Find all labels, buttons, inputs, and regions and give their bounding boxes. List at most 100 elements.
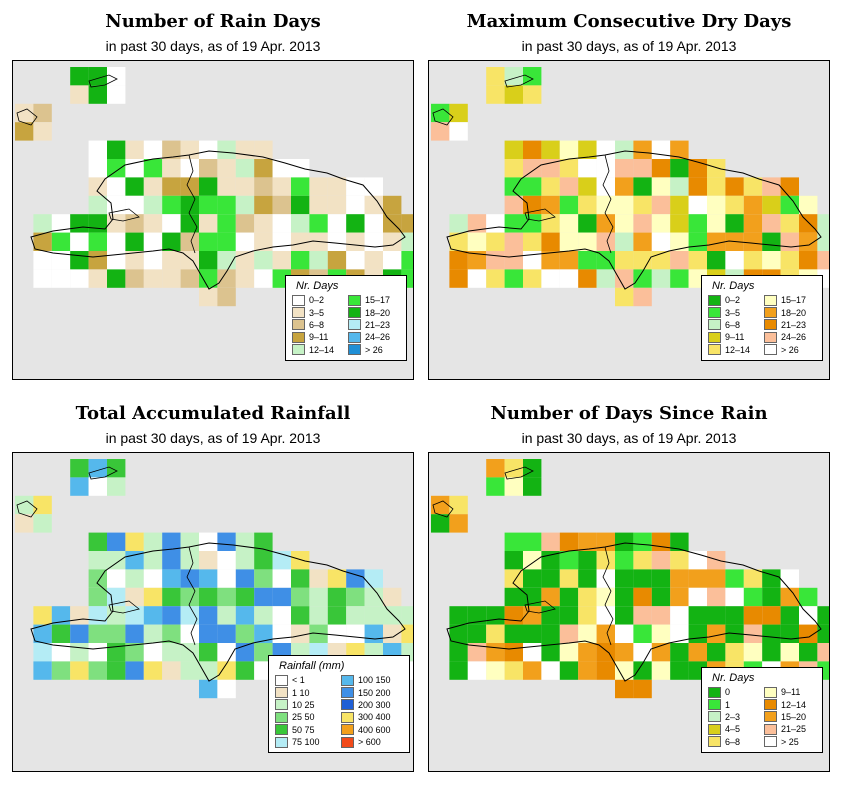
coastline [446,150,822,290]
grid-cell [486,232,505,251]
grid-cell [254,551,273,570]
grid-cell [199,587,218,607]
grid-cell [670,177,689,196]
grid-cell [596,569,615,588]
grid-cell [125,269,144,288]
grid-cell [107,661,126,680]
grid-cell [309,214,328,233]
grid-cell [51,624,71,643]
island-outline [524,208,556,222]
grid-cell [254,532,273,551]
grid-cell [217,232,236,251]
grid-cell [364,195,383,215]
grid-cell [33,606,52,625]
grid-cell [578,624,597,643]
grid-cell [633,140,652,159]
grid-cell [199,551,218,570]
grid-cell [88,624,107,643]
grid-cell [162,606,181,625]
grid-cell [688,195,707,215]
legend-label: 0–2 [309,295,325,306]
map-legend: Nr. Days 0 9–11 1 12–14 2–3 15–20 4–5 21–25 6–8 >… [701,667,823,753]
legend-label: 2–3 [725,711,741,722]
grid-cell [633,551,652,570]
grid-cell [633,177,652,196]
grid-cell [541,251,560,270]
grid-cell [670,532,689,551]
grid-cell [651,140,671,159]
island-outline [432,108,454,126]
grid-cell [541,624,560,643]
grid-cell [523,67,542,86]
grid-cell [217,624,236,643]
grid-cell [449,232,468,251]
grid-cell [431,103,450,123]
grid-cell [780,624,799,643]
legend-item: 9–11 [708,331,760,343]
map-frame: Nr. Days 0 9–11 1 12–14 2–3 15–20 4–5 21–25 6–8 >… [428,452,830,772]
grid-cell [272,606,291,625]
grid-cell [541,587,560,607]
legend-label: 24–26 [781,332,807,343]
grid-cell [651,569,671,588]
grid-cell [15,103,34,123]
grid-cell [504,214,523,233]
grid-cell [291,214,310,233]
grid-cell [615,214,634,233]
grid-cell [633,661,652,680]
legend-swatch [708,294,721,306]
panel-subtitle: in past 30 days, as of 19 Apr. 2013 [521,38,737,54]
grid-cell [504,251,523,270]
grid-cell [486,643,505,662]
grid-cell [235,551,255,570]
grid-cell [743,195,763,215]
grid-cell [143,643,163,662]
grid-cell [235,214,255,233]
grid-cell [199,214,218,233]
grid-cell [559,159,579,178]
grid-cell [272,624,291,643]
grid-cell [541,606,560,625]
grid-cell [107,532,126,551]
grid-cell [707,195,726,215]
grid-cell [596,140,615,159]
grid-cell [449,643,468,662]
grid-cell [70,477,89,496]
grid-cell [180,140,199,159]
grid-cell [143,232,163,251]
grid-cell [762,177,781,196]
grid-cell [615,532,634,551]
grid-cell [70,624,89,643]
legend-item: 1 10 [275,686,337,699]
grid-cell [217,569,236,588]
grid-cell [33,251,52,270]
grid-cell [578,159,597,178]
grid-cell [559,195,579,215]
legend-swatch [292,294,305,306]
grid-cell [559,232,579,251]
grid-cell [401,624,413,643]
grid-cell [615,251,634,270]
grid-cell [578,177,597,196]
grid-cell [162,251,181,270]
legend-swatch [292,331,305,343]
grid-cell [33,624,52,643]
grid-cell [633,624,652,643]
legend-swatch [708,319,721,331]
legend-label: 12–14 [309,344,335,355]
legend-item: 12–14 [708,344,760,356]
grid-cell [125,569,144,588]
grid-cell [431,495,450,515]
legend-item: 12–14 [292,344,344,356]
grid-cell [33,232,52,251]
grid-cell [596,643,615,662]
grid-cell [125,140,144,159]
grid-cell [309,606,328,625]
grid-cell [51,232,71,251]
grid-cell [125,624,144,643]
grid-cell [486,661,505,680]
grid-cell [743,569,763,588]
legend-label: 25 50 [292,712,315,723]
grid-cell [235,606,255,625]
legend-swatch [764,307,777,319]
